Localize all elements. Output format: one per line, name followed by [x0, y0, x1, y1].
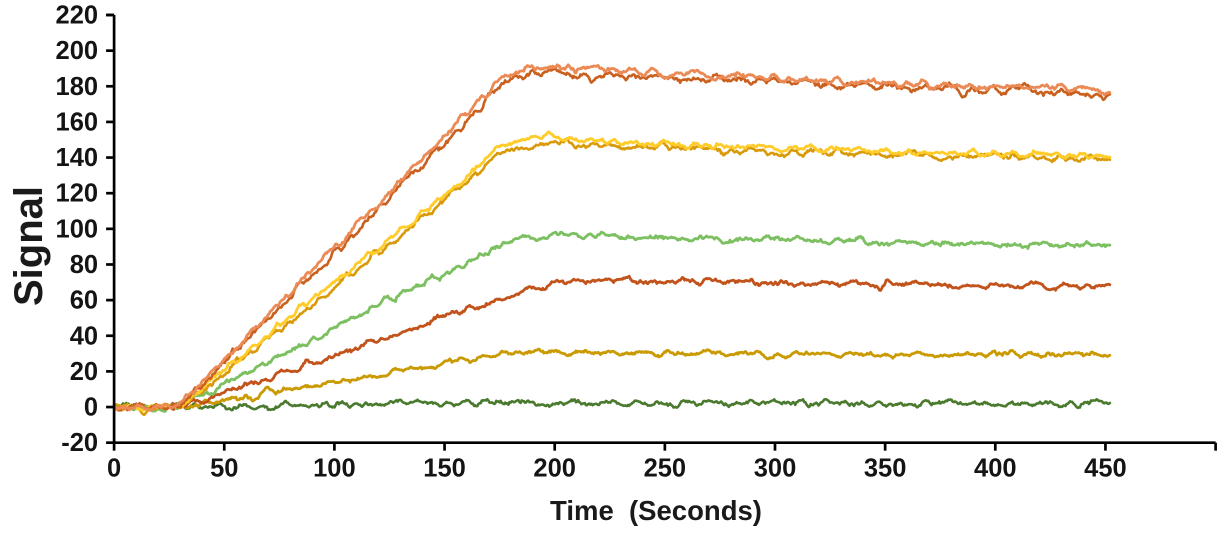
svg-text:0: 0	[84, 394, 98, 422]
svg-text:0: 0	[107, 455, 121, 483]
svg-text:220: 220	[56, 2, 99, 30]
svg-text:300: 300	[754, 455, 797, 483]
svg-text:50: 50	[210, 455, 238, 483]
svg-text:150: 150	[423, 455, 466, 483]
svg-text:-20: -20	[61, 429, 98, 457]
svg-text:200: 200	[533, 455, 576, 483]
svg-text:250: 250	[644, 455, 687, 483]
svg-text:100: 100	[313, 455, 356, 483]
svg-text:200: 200	[56, 37, 99, 65]
svg-text:400: 400	[974, 455, 1017, 483]
svg-text:450: 450	[1084, 455, 1127, 483]
svg-text:350: 350	[864, 455, 907, 483]
